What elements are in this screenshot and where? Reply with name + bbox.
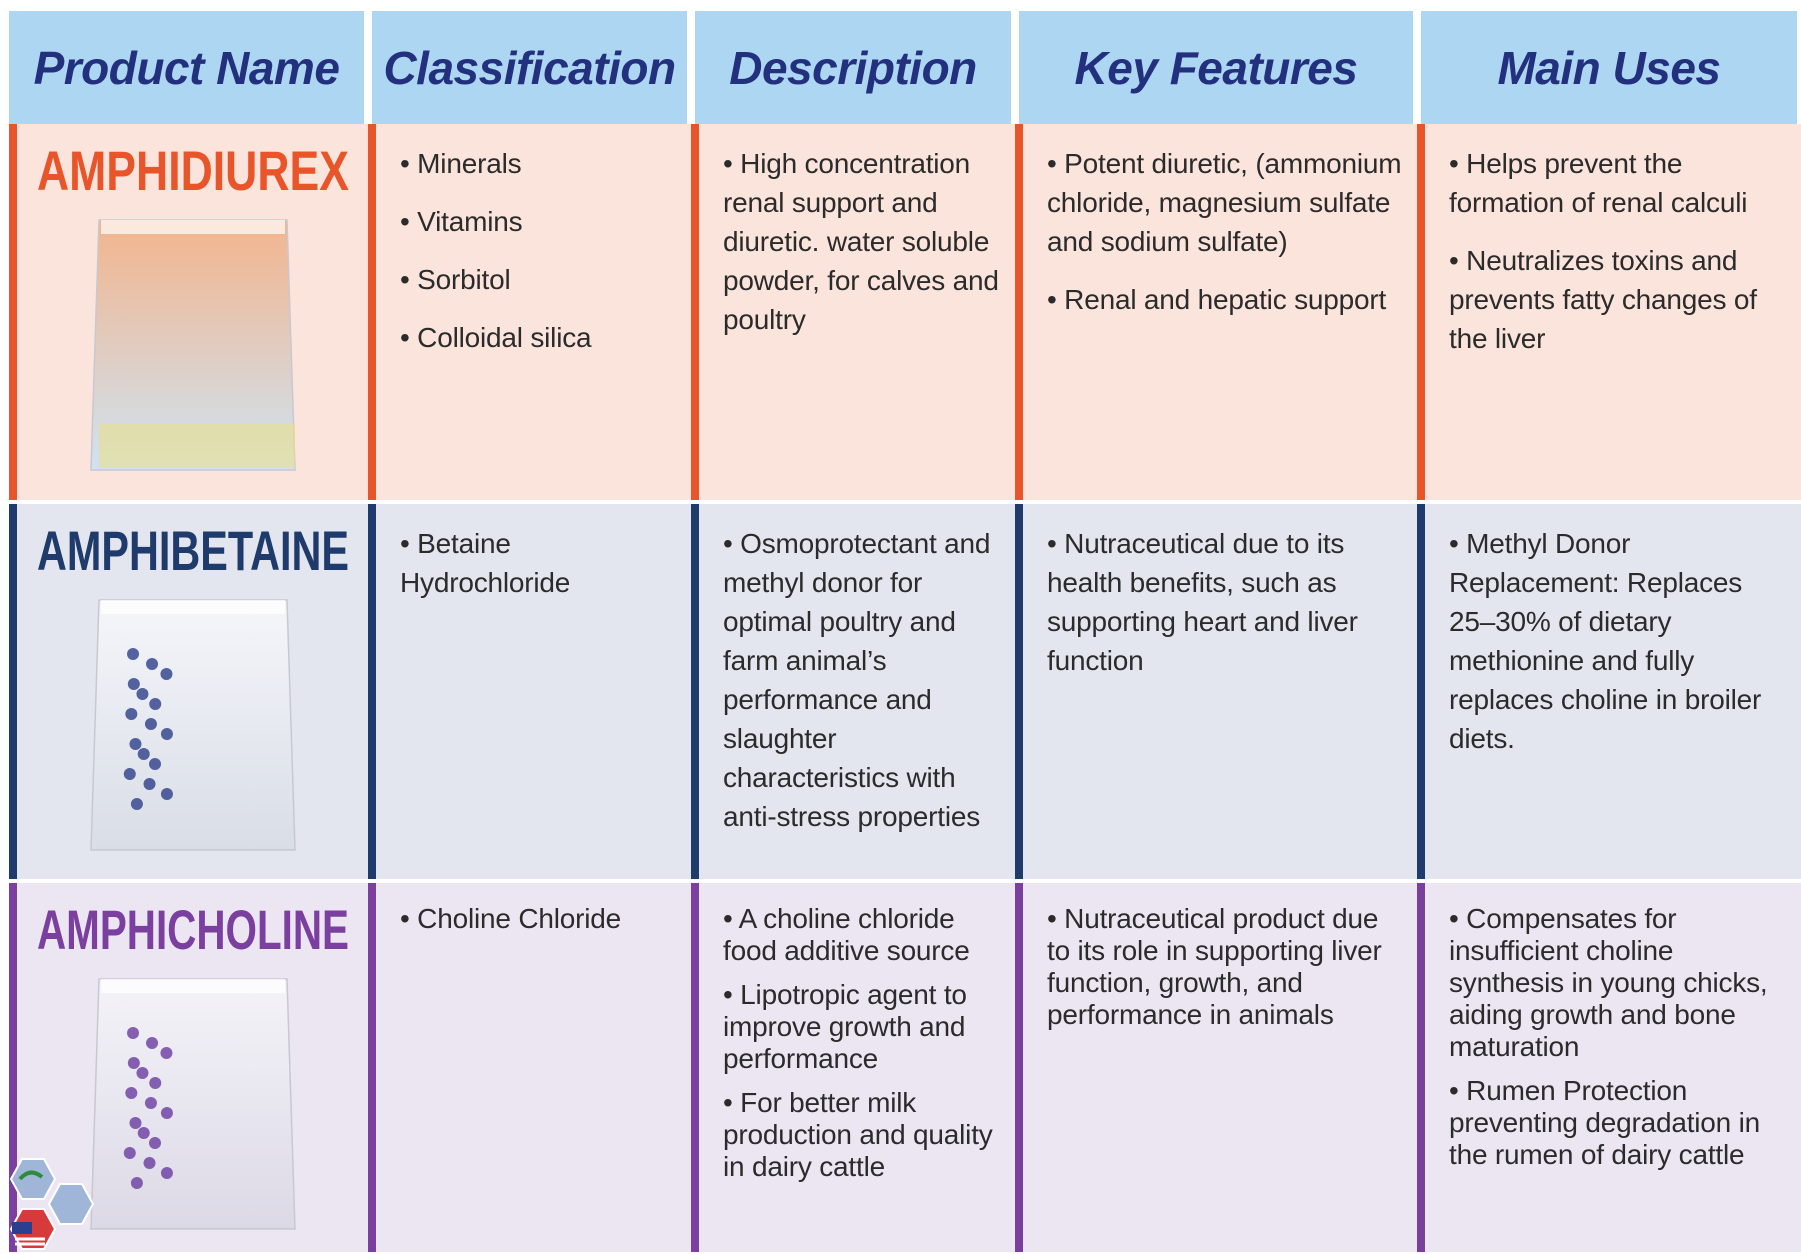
bag-dot	[149, 1077, 162, 1089]
cell-text: • Choline Chloride	[400, 903, 621, 934]
bag-dot	[127, 1057, 140, 1069]
bag-dot	[160, 788, 173, 800]
table-cell: • Nutraceutical due to its health benefi…	[1015, 504, 1417, 879]
table-cell: • Betaine Hydrochloride	[368, 504, 691, 879]
bag-dot	[146, 658, 159, 670]
bag-dot	[125, 708, 138, 720]
bag-dot	[129, 1117, 142, 1129]
bag-dot	[127, 1027, 139, 1039]
cell-text: • For better milk production and quality…	[723, 1087, 993, 1182]
column-header: Main Uses	[1421, 11, 1797, 124]
cell-text: • Sorbitol	[400, 264, 511, 295]
product-name: AMPHICHOLINE	[37, 898, 349, 961]
product-name: AMPHIDIUREX	[37, 139, 349, 202]
cell-text: • Lipotropic agent to improve growth and…	[723, 979, 967, 1074]
bag-dot	[123, 1147, 136, 1159]
product-graphic: AMPHIDIUREX	[37, 139, 349, 471]
cell-text: • Vitamins	[400, 206, 523, 237]
table-cell: • Methyl Donor Replacement: Replaces 25–…	[1417, 504, 1801, 879]
bag-dot	[137, 748, 150, 760]
cell-text: • Minerals	[400, 148, 522, 179]
table-cell: • Compensates for insufficient choline s…	[1417, 883, 1801, 1252]
cell-text: • Potent diuretic, (ammonium chloride, m…	[1047, 148, 1402, 257]
bag-dot	[160, 1047, 173, 1059]
cell-text: • Nutraceutical due to its health benefi…	[1047, 528, 1358, 676]
bag-dot	[149, 1137, 162, 1149]
column-header: Classification	[372, 11, 687, 124]
cell-text: • Methyl Donor Replacement: Replaces 25–…	[1449, 528, 1762, 754]
bag-dot	[123, 768, 136, 780]
table-cell: • Choline Chloride	[368, 883, 691, 1252]
bag-dot	[130, 1177, 143, 1189]
bag-dot	[160, 728, 173, 740]
bag-dot	[160, 1107, 173, 1119]
column-header: Key Features	[1019, 11, 1413, 124]
product-graphic: AMPHIBETAINE	[37, 519, 349, 851]
bag-dot	[129, 738, 142, 750]
bag-dot	[127, 648, 139, 660]
bag-dot	[146, 1037, 159, 1049]
table-cell: • Potent diuretic, (ammonium chloride, m…	[1015, 124, 1417, 500]
cell-text: • Renal and hepatic support	[1047, 284, 1387, 315]
product-graphic: AMPHICHOLINE	[37, 898, 349, 1230]
product-bag	[90, 978, 296, 1230]
cell-text: • Compensates for insufficient choline s…	[1449, 903, 1768, 1062]
column-header: Product Name	[9, 11, 364, 124]
product-bag	[90, 599, 296, 851]
bag-dot	[136, 1067, 149, 1079]
cell-text: • Nutraceutical product due to its role …	[1047, 903, 1382, 1030]
column-header: Description	[695, 11, 1011, 124]
table-cell: • Osmoprotectant and methyl donor for op…	[691, 504, 1015, 879]
product-cell: AMPHICHOLINE	[9, 883, 368, 1252]
product-cell: AMPHIDIUREX	[9, 124, 368, 500]
cell-text: • Osmoprotectant and methyl donor for op…	[723, 528, 991, 832]
bag-dot	[137, 1127, 150, 1139]
bag-seal	[101, 979, 285, 993]
table-cell: • Helps prevent the formation of renal c…	[1417, 124, 1801, 500]
cell-text: • Helps prevent the formation of renal c…	[1449, 148, 1748, 218]
table-cell: • High concentration renal support and d…	[691, 124, 1015, 500]
bag-dot	[149, 698, 162, 710]
cell-text: • High concentration renal support and d…	[723, 148, 999, 335]
logo	[9, 1158, 95, 1250]
table-cell: • Nutraceutical product due to its role …	[1015, 883, 1417, 1252]
bag-dot	[160, 668, 173, 680]
bag-dot	[143, 778, 156, 790]
table-cell: • Minerals • Vitamins • Sorbitol • Colloida…	[368, 124, 691, 500]
bag-dot	[144, 718, 157, 730]
cell-text: • Betaine Hydrochloride	[400, 528, 571, 598]
cell-text: • Neutralizes toxins and prevents fatty …	[1449, 245, 1757, 354]
bag-dot	[144, 1097, 157, 1109]
bag-dot	[127, 678, 140, 690]
product-cell: AMPHIBETAINE	[9, 504, 368, 879]
cell-text: • Colloidal silica	[400, 322, 592, 353]
table-cell: • A choline chloride food additive sourc…	[691, 883, 1015, 1252]
bag-dot	[143, 1157, 156, 1169]
bag-seal	[101, 220, 285, 234]
bag-dot	[149, 758, 162, 770]
bag-seal	[101, 600, 285, 614]
cell-text: • Rumen Protection preventing degradatio…	[1449, 1075, 1761, 1170]
bag-dot	[125, 1087, 138, 1099]
product-name: AMPHIBETAINE	[37, 519, 349, 582]
bag-dot	[130, 798, 143, 810]
bag-dot	[160, 1167, 173, 1179]
bag-dot	[136, 688, 149, 700]
bag-pattern	[99, 424, 295, 468]
cell-text: • A choline chloride food additive sourc…	[723, 903, 970, 966]
